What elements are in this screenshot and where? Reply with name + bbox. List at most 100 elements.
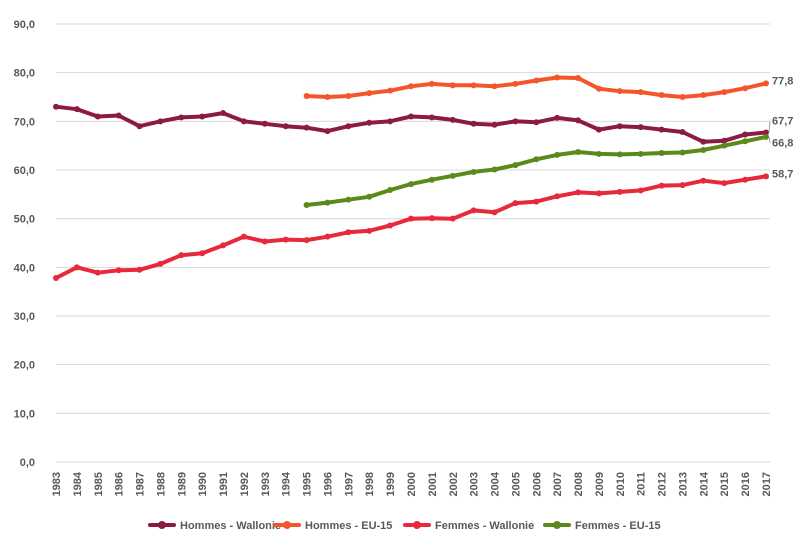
x-tick-label: 1983 <box>51 472 63 496</box>
data-point <box>199 250 206 257</box>
x-tick-label: 2011 <box>636 472 648 496</box>
data-point <box>136 123 143 130</box>
data-point <box>512 162 519 169</box>
y-tick-label: 10,0 <box>14 408 35 420</box>
data-point <box>470 120 477 127</box>
data-point <box>240 233 247 240</box>
data-point <box>679 94 686 100</box>
data-point <box>220 242 227 249</box>
data-point <box>575 75 582 82</box>
data-point <box>449 116 456 123</box>
data-point <box>595 126 602 133</box>
y-axis: 0,0 10,0 20,0 30,0 40,0 50,0 60,0 70,0 80,0 90,0 <box>14 19 35 469</box>
data-point <box>94 269 101 276</box>
data-point <box>345 229 352 236</box>
data-point <box>554 114 561 121</box>
data-point <box>512 118 519 125</box>
data-point <box>387 87 394 94</box>
x-tick-label: 2016 <box>740 472 752 496</box>
data-point <box>616 151 623 158</box>
x-tick-label: 1993 <box>260 472 272 496</box>
data-point <box>178 252 185 259</box>
y-tick-label: 70,0 <box>14 116 35 128</box>
end-labels: 67,7 77,8 58,7 66,8 <box>768 75 793 180</box>
data-point <box>616 88 623 95</box>
data-point <box>261 238 268 245</box>
data-point <box>679 182 686 189</box>
data-point <box>428 114 435 121</box>
data-point <box>366 119 373 126</box>
data-point <box>721 142 728 149</box>
y-tick-label: 60,0 <box>14 165 35 177</box>
data-point <box>637 150 644 157</box>
data-point <box>324 94 331 100</box>
data-point <box>533 77 540 84</box>
data-point <box>303 93 310 100</box>
data-point <box>345 123 352 130</box>
end-label-leader <box>768 136 771 143</box>
data-point <box>366 193 373 200</box>
x-tick-label: 2002 <box>448 472 460 496</box>
data-point <box>763 133 769 140</box>
data-point <box>533 156 540 163</box>
data-point <box>595 85 602 92</box>
data-point <box>408 83 414 90</box>
data-point <box>240 118 247 125</box>
legend-marker <box>553 521 561 529</box>
data-point <box>575 117 582 124</box>
data-point <box>658 149 665 156</box>
legend-marker <box>158 521 166 529</box>
x-tick-label: 1992 <box>239 472 251 496</box>
data-point <box>721 180 728 187</box>
x-tick-label: 1985 <box>93 472 105 496</box>
series-line-0 <box>54 104 768 144</box>
data-point <box>53 275 59 282</box>
data-point <box>742 138 749 145</box>
data-point <box>679 149 686 156</box>
data-point <box>575 189 582 196</box>
x-tick-label: 1995 <box>302 472 314 496</box>
x-tick-label: 2004 <box>490 471 502 496</box>
data-point <box>408 181 414 188</box>
data-point <box>220 110 227 117</box>
end-label: 77,8 <box>772 75 793 87</box>
y-tick-label: 40,0 <box>14 262 35 274</box>
data-point <box>303 202 310 209</box>
data-point <box>449 82 456 89</box>
data-point <box>387 118 394 125</box>
data-point <box>491 166 498 173</box>
data-point <box>303 237 310 244</box>
x-tick-label: 1987 <box>135 472 147 496</box>
data-point <box>742 131 749 138</box>
data-point <box>491 209 498 216</box>
y-tick-label: 80,0 <box>14 68 35 80</box>
data-point <box>366 90 373 97</box>
x-tick-label: 1996 <box>322 472 334 496</box>
x-tick-label: 2007 <box>552 472 564 496</box>
data-point <box>533 119 540 126</box>
data-point <box>428 215 435 222</box>
data-point <box>345 93 352 100</box>
data-point <box>658 92 665 99</box>
legend: Hommes - Wallonie Hommes - EU-15 Femmes - … <box>148 520 661 532</box>
data-point <box>763 80 769 87</box>
series-lines <box>53 74 769 282</box>
data-point <box>616 123 623 130</box>
x-tick-label: 1986 <box>114 472 126 496</box>
legend-label: Hommes - Wallonie <box>180 520 281 532</box>
data-point <box>303 124 310 131</box>
data-point <box>533 198 540 205</box>
legend-label: Femmes - EU-15 <box>575 520 661 532</box>
x-tick-label: 2008 <box>573 472 585 496</box>
data-point <box>658 182 665 189</box>
data-point <box>700 138 707 145</box>
x-tick-label: 1997 <box>343 472 355 496</box>
data-point <box>345 196 352 203</box>
data-point <box>261 120 268 127</box>
y-tick-label: 30,0 <box>14 311 35 323</box>
data-point <box>324 199 331 206</box>
data-point <box>408 215 414 222</box>
x-tick-label: 2010 <box>615 472 627 496</box>
x-tick-label: 2006 <box>531 472 543 496</box>
